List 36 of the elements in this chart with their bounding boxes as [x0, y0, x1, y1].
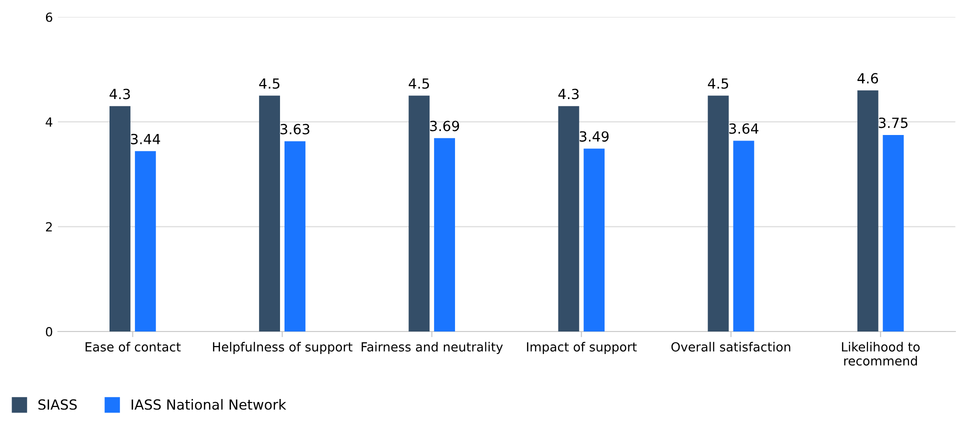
- bar: [434, 138, 456, 332]
- bar: [584, 148, 605, 332]
- legend-label: IASS National Network: [132, 399, 286, 410]
- y-tick-label: 2: [46, 222, 52, 232]
- bar: [110, 106, 130, 332]
- data-label: 3.44: [131, 134, 160, 144]
- data-label: 4.5: [708, 78, 728, 89]
- data-label: 4.3: [110, 88, 130, 100]
- x-tick-label: Likelihood to recommend: [842, 342, 920, 366]
- data-label: 4.6: [857, 73, 878, 84]
- data-label: 3.63: [280, 124, 310, 134]
- data-label: 4.5: [259, 78, 280, 89]
- bar: [857, 90, 878, 332]
- x-tick-label: Ease of contact: [86, 342, 181, 352]
- data-label: 3.69: [430, 120, 460, 132]
- x-tick-label: Impact of support: [527, 342, 637, 354]
- data-label: 3.64: [729, 123, 758, 134]
- bar: [259, 96, 280, 332]
- y-tick-label: 0: [46, 326, 52, 336]
- bar: [708, 96, 729, 332]
- y-tick-label: 4: [46, 117, 52, 127]
- y-tick-label: 6: [46, 12, 52, 22]
- bar: [134, 151, 156, 332]
- x-tick-label: Fairness and neutrality: [362, 342, 503, 354]
- bar: [733, 140, 754, 332]
- x-tick-label: Helpfulness of support: [213, 342, 352, 354]
- data-label: 3.49: [580, 131, 609, 142]
- bar: [284, 141, 306, 332]
- bar: [882, 134, 904, 332]
- data-label: 4.5: [408, 78, 429, 89]
- x-tick-label: Overall satisfaction: [671, 342, 790, 352]
- data-label: 4.3: [558, 88, 579, 100]
- bar: [558, 106, 580, 332]
- data-label: 3.75: [878, 118, 908, 128]
- bar: [408, 96, 430, 332]
- legend-label: SIASS: [38, 399, 77, 410]
